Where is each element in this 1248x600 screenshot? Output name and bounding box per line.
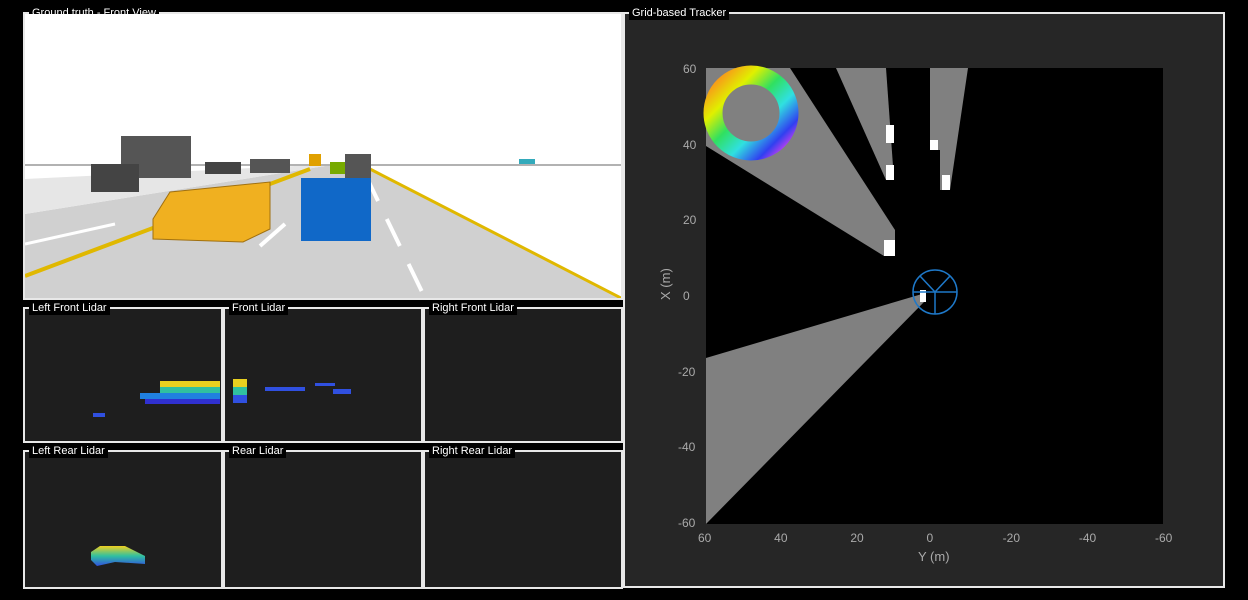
lidar-panel-front: Front Lidar	[223, 301, 423, 443]
lidar-panel-right-rear: Right Rear Lidar	[423, 444, 623, 589]
lidar-panel-title: Right Front Lidar	[429, 301, 517, 315]
tracker-panel: Grid-based Tracker	[623, 6, 1225, 588]
ego-vehicle	[301, 178, 371, 241]
y-tick-label: 40	[683, 137, 697, 152]
y-tick-label: 60	[683, 62, 697, 76]
lidar-panel-rear: Rear Lidar	[223, 444, 423, 589]
x-tick-label: -60	[1155, 531, 1173, 545]
x-axis-label: Y (m)	[918, 549, 950, 564]
point-cloud	[93, 381, 220, 417]
y-axis-label: X (m)	[658, 268, 673, 300]
y-tick-label: -40	[678, 440, 696, 455]
x-tick-label: 20	[850, 531, 864, 545]
lidar-panel-left-rear: Left Rear Lidar	[23, 444, 223, 589]
y-tick-label: 20	[683, 213, 697, 228]
point-cloud	[233, 379, 351, 403]
front-view-scene	[25, 14, 621, 298]
x-tick-label: 60	[698, 531, 712, 545]
y-tick-label: -60	[678, 516, 696, 530]
y-tick-label: -20	[678, 364, 696, 379]
lidar-panel-title: Front Lidar	[229, 301, 289, 315]
point-cloud	[91, 546, 145, 566]
x-tick-label: 40	[774, 531, 788, 545]
lidar-panel-left-front: Left Front Lidar	[23, 301, 223, 443]
lidar-panel-title: Left Rear Lidar	[29, 444, 108, 458]
lidar-panel-title: Left Front Lidar	[29, 301, 110, 315]
lidar-panel-title: Rear Lidar	[229, 444, 287, 458]
ground-truth-panel: Ground truth - Front View	[23, 6, 623, 300]
ego-lead-car	[152, 181, 271, 243]
tracker-title: Grid-based Tracker	[629, 6, 730, 20]
x-tick-label: -20	[1002, 531, 1020, 545]
y-tick-label: 0	[683, 289, 690, 303]
lidar-panel-right-front: Right Front Lidar	[423, 301, 623, 443]
x-tick-label: 0	[926, 531, 934, 545]
lidar-panel-title: Right Rear Lidar	[429, 444, 516, 458]
x-tick-label: -40	[1078, 531, 1097, 545]
